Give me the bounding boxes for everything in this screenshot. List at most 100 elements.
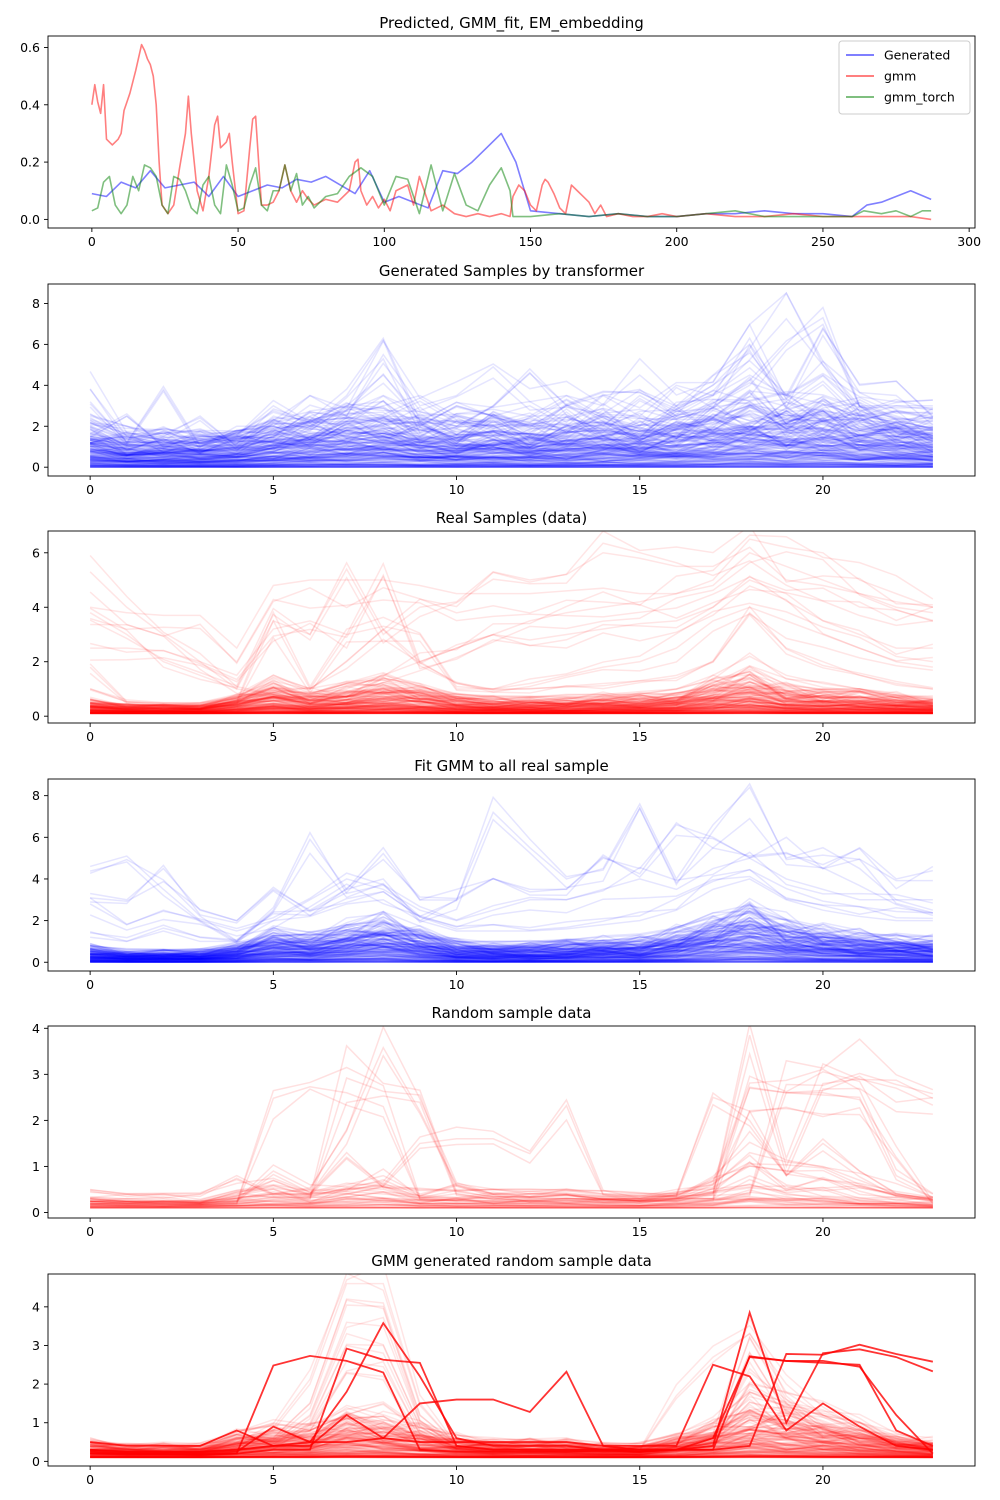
sample-line: [90, 959, 933, 963]
sample-line: [90, 950, 933, 962]
x-tick-label: 0: [86, 729, 94, 744]
sample-line: [90, 427, 934, 457]
sample-line: [90, 710, 933, 714]
sample-line: [90, 1455, 933, 1458]
sample-line: [90, 687, 933, 709]
sample-line: [89, 1410, 933, 1452]
sample-line: [90, 698, 933, 712]
chart-panel-4: 0 5 10 15 20 0 2 4 6 8 Fit GMM to all real sample: [32, 757, 976, 992]
profile-line: [90, 878, 933, 943]
sample-line: [90, 709, 933, 714]
sample-line: [90, 444, 933, 463]
sample-line: [89, 388, 934, 449]
sample-line: [90, 1455, 933, 1458]
sample-line: [90, 935, 933, 960]
profile-line: [90, 910, 933, 952]
sample-line: [90, 1184, 933, 1205]
sample-line: [90, 700, 933, 713]
sample-line: [90, 458, 933, 465]
sample-line: [90, 1185, 933, 1206]
x-tick-label: 15: [632, 482, 648, 497]
sample-line: [90, 702, 933, 713]
sample-line: [90, 1454, 933, 1458]
sample-line: [90, 936, 933, 959]
profile-line: [89, 359, 933, 449]
sample-line: [90, 1205, 933, 1209]
sample-line: [90, 958, 933, 963]
sample-line: [90, 904, 934, 953]
sample-line: [90, 943, 933, 960]
sample-line: [90, 451, 933, 463]
x-tick-label: 0: [88, 234, 96, 249]
sample-line: [90, 451, 933, 464]
sample-line: [90, 446, 933, 464]
sample-line: [90, 461, 933, 467]
sample-line: [90, 948, 933, 962]
sample-line: [90, 690, 933, 711]
sample-line: [90, 960, 933, 963]
sample-line: [90, 1455, 933, 1459]
sample-line: [90, 1431, 933, 1455]
sample-line: [89, 406, 934, 454]
y-tick-label: 3: [32, 1338, 40, 1353]
sample-line: [90, 1421, 933, 1454]
y-tick-label: 2: [32, 654, 40, 669]
profile-line: [90, 1038, 934, 1205]
sample-line: [90, 690, 933, 711]
sample-line: [89, 391, 934, 445]
sample-line: [89, 427, 934, 457]
sample-line: [90, 933, 933, 960]
profile-line: [89, 291, 934, 448]
sample-line: [90, 462, 933, 468]
sample-line: [90, 454, 933, 465]
sample-line: [90, 465, 933, 468]
profile-line: [89, 374, 933, 448]
sample-line: [90, 916, 933, 958]
sample-line: [90, 902, 934, 956]
sample-line: [90, 945, 933, 961]
sample-line: [90, 680, 933, 708]
sample-line: [89, 436, 933, 459]
sample-line: [89, 902, 934, 956]
series-group: [91, 43, 932, 221]
sample-line: [90, 925, 934, 959]
sample-line: [90, 922, 933, 960]
sample-line: [90, 955, 933, 962]
sample-line: [90, 1413, 933, 1454]
sample-line: [90, 403, 934, 454]
sample-line: [90, 703, 933, 713]
sample-line: [89, 925, 934, 957]
series-line-gmm: [91, 43, 932, 221]
sample-line: [90, 1455, 933, 1459]
sample-line: [90, 1199, 933, 1208]
x-tick-label: 10: [449, 1224, 465, 1239]
sample-line: [90, 958, 933, 963]
sample-line: [90, 453, 933, 465]
sample-line: [90, 957, 933, 963]
sample-line: [90, 928, 933, 956]
sample-line: [89, 426, 933, 455]
sample-line: [90, 926, 933, 957]
sample-line: [90, 710, 933, 715]
sample-line: [90, 930, 933, 957]
sample-line: [90, 956, 933, 963]
sample-line: [90, 1454, 933, 1458]
sample-line: [90, 922, 933, 958]
y-tick-label: 4: [32, 871, 40, 886]
x-tick-label: 0: [86, 1224, 94, 1239]
sample-line: [90, 404, 933, 449]
sample-line: [90, 923, 933, 959]
sample-line: [89, 397, 933, 453]
sample-line: [89, 390, 933, 441]
profile-line: [90, 573, 933, 683]
sample-line: [90, 410, 933, 452]
sample-line: [89, 441, 933, 462]
sample-line: [90, 432, 933, 460]
sample-line: [90, 937, 933, 960]
sample-line: [90, 703, 933, 714]
sample-line: [90, 403, 933, 448]
sample-line: [90, 696, 933, 713]
sample-line: [90, 711, 933, 715]
sample-line: [89, 409, 934, 455]
sample-line: [90, 461, 933, 467]
